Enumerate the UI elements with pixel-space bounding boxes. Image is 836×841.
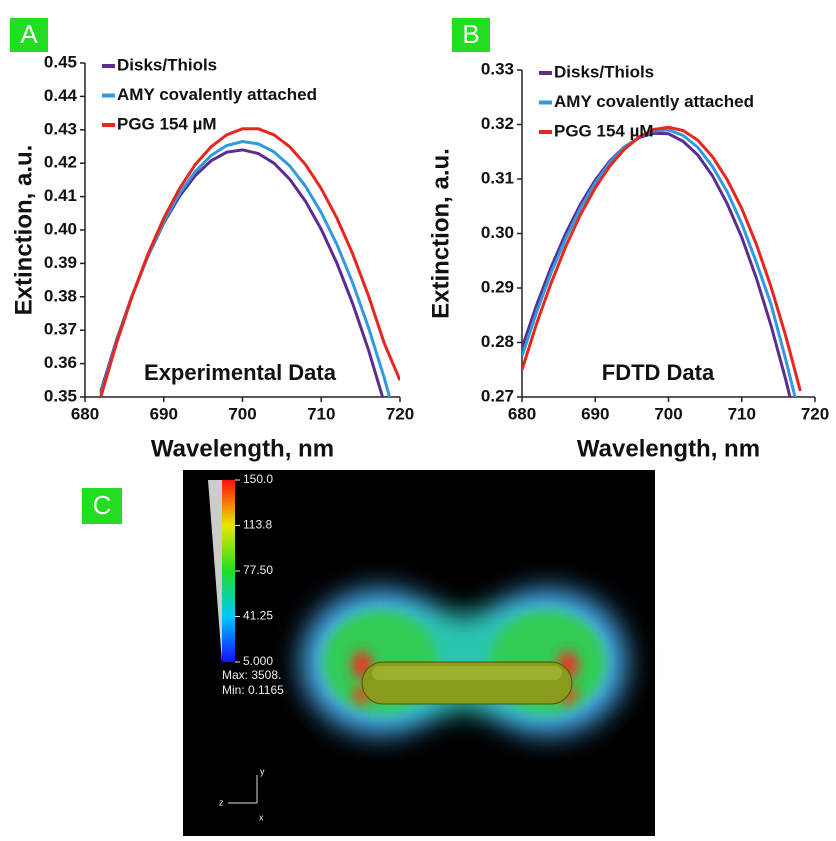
- legend-label: AMY covalently attached: [117, 85, 317, 104]
- triad-label: y: [260, 766, 265, 776]
- y-axis-title: Extinction, a.u.: [10, 145, 37, 316]
- colorbar-wedge: [208, 480, 222, 662]
- y-axis-title: Extinction, a.u.: [427, 148, 454, 319]
- colorbar-tick-label: 150.0: [243, 472, 273, 486]
- y-tick-label: 0.44: [44, 86, 78, 105]
- x-tick-label: 700: [228, 404, 256, 423]
- y-tick-label: 0.43: [44, 119, 77, 138]
- x-tick-label: 700: [654, 404, 682, 423]
- colorbar-tick-label: 5.000: [243, 654, 273, 668]
- colorbar-tick-label: 113.8: [243, 518, 272, 532]
- x-tick-label: 680: [508, 404, 536, 423]
- y-tick-label: 0.45: [44, 52, 77, 71]
- plot-area: [522, 125, 802, 397]
- min-label: Min: 0.1165: [222, 683, 284, 697]
- y-tick-label: 0.36: [44, 353, 77, 372]
- annotation: FDTD Data: [602, 360, 715, 385]
- legend-label: AMY covalently attached: [554, 92, 754, 111]
- triad-label: z: [219, 797, 224, 807]
- max-label: Max: 3508.: [222, 668, 281, 682]
- triad-label: x: [259, 812, 264, 822]
- panel-label: A: [20, 19, 38, 49]
- y-tick-label: 0.28: [481, 332, 514, 351]
- colorbar-tick-label: 77.50: [243, 563, 273, 577]
- y-tick-label: 0.31: [481, 168, 514, 187]
- x-tick-label: 720: [386, 404, 414, 423]
- x-tick-label: 690: [581, 404, 609, 423]
- series-line: [99, 139, 392, 397]
- y-tick-label: 0.35: [44, 386, 77, 405]
- panel-label-box: [10, 18, 48, 52]
- y-tick-label: 0.37: [44, 320, 77, 339]
- x-tick-label: 710: [728, 404, 756, 423]
- legend-label: Disks/Thiols: [554, 62, 654, 81]
- legend-label: PGG 154 µM: [117, 114, 217, 133]
- colorbar: [222, 480, 235, 662]
- y-tick-label: 0.30: [481, 223, 514, 242]
- panel-label: B: [462, 19, 479, 49]
- panel-label: C: [93, 490, 112, 520]
- x-tick-label: 690: [150, 404, 178, 423]
- y-tick-label: 0.27: [481, 386, 514, 405]
- y-tick-label: 0.29: [481, 277, 514, 296]
- panel-label-box: [82, 488, 122, 524]
- y-tick-label: 0.38: [44, 286, 77, 305]
- panel-label-box: [452, 18, 490, 52]
- axis-triad: [228, 775, 258, 804]
- series-line: [522, 128, 797, 397]
- y-tick-label: 0.40: [44, 219, 77, 238]
- field-map: [302, 590, 626, 734]
- y-tick-label: 0.42: [44, 153, 77, 172]
- y-tick-label: 0.39: [44, 253, 77, 272]
- x-tick-label: 710: [307, 404, 335, 423]
- y-tick-label: 0.41: [44, 186, 77, 205]
- nanodisk-highlight: [372, 666, 562, 680]
- y-tick-label: 0.32: [481, 114, 514, 133]
- colorbar-tick-label: 41.25: [243, 609, 273, 623]
- plot-area: [99, 127, 400, 397]
- x-axis-title: Wavelength, nm: [577, 435, 760, 462]
- annotation: Experimental Data: [144, 360, 337, 385]
- legend-label: Disks/Thiols: [117, 55, 217, 74]
- x-tick-label: 720: [801, 404, 829, 423]
- x-axis-title: Wavelength, nm: [151, 435, 334, 462]
- y-tick-label: 0.33: [481, 59, 514, 78]
- series-line: [522, 131, 792, 397]
- legend-label: PGG 154 µM: [554, 121, 654, 140]
- series-line: [522, 125, 802, 392]
- x-tick-label: 680: [71, 404, 99, 423]
- series-line: [99, 127, 400, 397]
